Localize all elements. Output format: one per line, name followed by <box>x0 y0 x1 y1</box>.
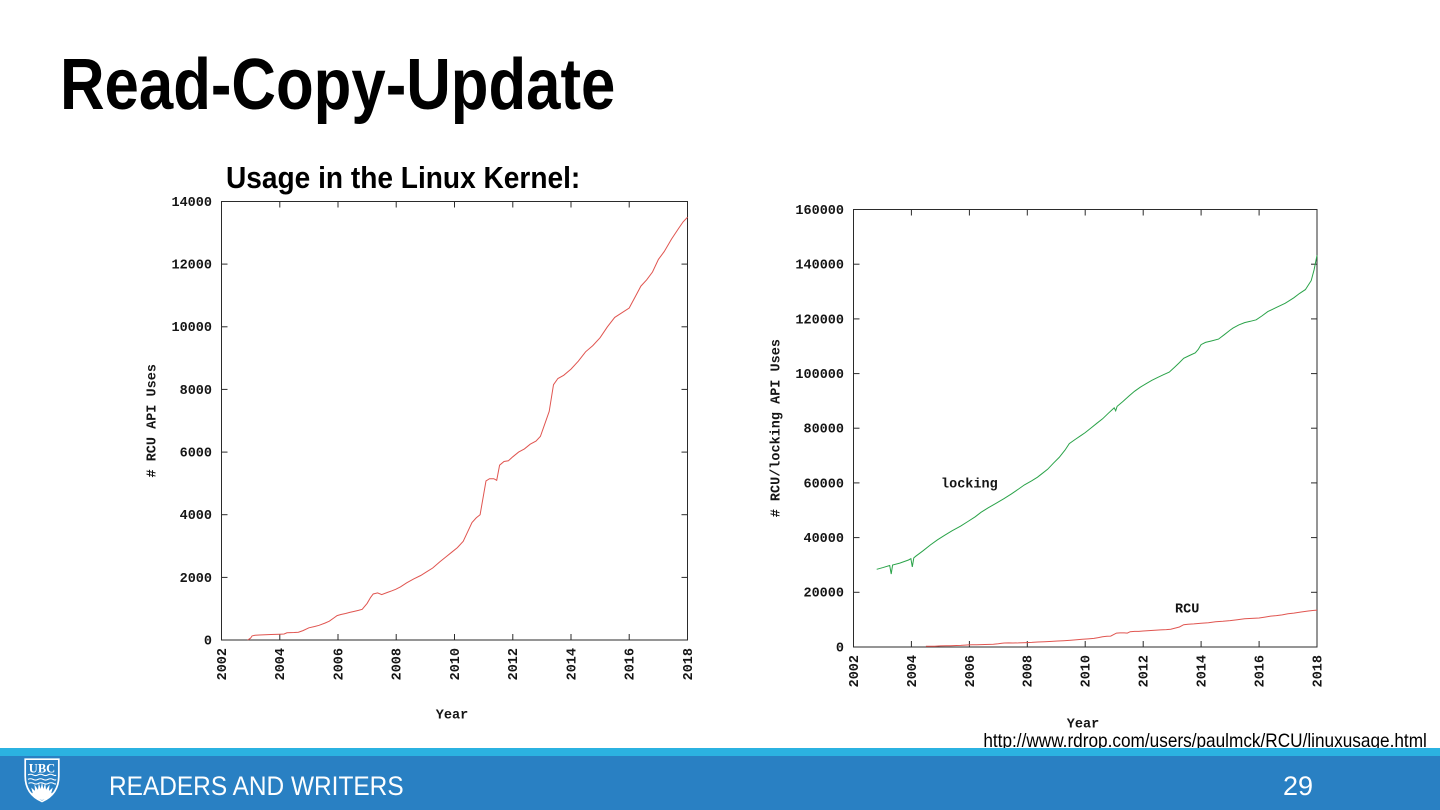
svg-text:8000: 8000 <box>180 384 212 399</box>
svg-text:0: 0 <box>204 634 212 649</box>
svg-text:80000: 80000 <box>803 423 844 438</box>
svg-text:locking: locking <box>941 478 998 493</box>
svg-text:Year: Year <box>436 709 468 724</box>
svg-text:140000: 140000 <box>795 259 844 274</box>
svg-text:2000: 2000 <box>180 572 212 587</box>
svg-text:6000: 6000 <box>180 447 212 462</box>
svg-text:10000: 10000 <box>171 321 212 336</box>
svg-text:0: 0 <box>836 641 844 656</box>
svg-text:2014: 2014 <box>1196 655 1211 687</box>
svg-text:RCU: RCU <box>1175 603 1199 618</box>
svg-text:2010: 2010 <box>449 648 464 680</box>
svg-text:120000: 120000 <box>795 313 844 328</box>
svg-text:2012: 2012 <box>1138 655 1153 687</box>
svg-text:2002: 2002 <box>848 655 863 687</box>
svg-text:2006: 2006 <box>332 648 347 680</box>
svg-text:12000: 12000 <box>171 259 212 274</box>
svg-text:40000: 40000 <box>803 532 844 547</box>
svg-text:2012: 2012 <box>507 648 522 680</box>
svg-text:2018: 2018 <box>1311 655 1326 687</box>
svg-text:2002: 2002 <box>216 648 231 680</box>
svg-text:160000: 160000 <box>795 204 844 219</box>
svg-text:100000: 100000 <box>795 368 844 383</box>
svg-text:4000: 4000 <box>180 509 212 524</box>
svg-text:2004: 2004 <box>906 655 921 687</box>
svg-text:60000: 60000 <box>803 477 844 492</box>
svg-text:2010: 2010 <box>1080 655 1095 687</box>
svg-text:2014: 2014 <box>565 648 580 680</box>
svg-text:2008: 2008 <box>391 648 406 680</box>
svg-text:# RCU/locking API Uses: # RCU/locking API Uses <box>770 339 785 517</box>
svg-text:2016: 2016 <box>624 648 639 680</box>
svg-text:2008: 2008 <box>1022 655 1037 687</box>
svg-text:20000: 20000 <box>803 587 844 602</box>
svg-text:2016: 2016 <box>1254 655 1269 687</box>
svg-text:UBC: UBC <box>29 761 55 775</box>
svg-text:2018: 2018 <box>682 648 697 680</box>
svg-text:14000: 14000 <box>171 196 212 211</box>
svg-text:# RCU API Uses: # RCU API Uses <box>146 364 161 477</box>
svg-text:Year: Year <box>1067 718 1099 733</box>
svg-text:2004: 2004 <box>274 648 289 680</box>
svg-text:2006: 2006 <box>964 655 979 687</box>
